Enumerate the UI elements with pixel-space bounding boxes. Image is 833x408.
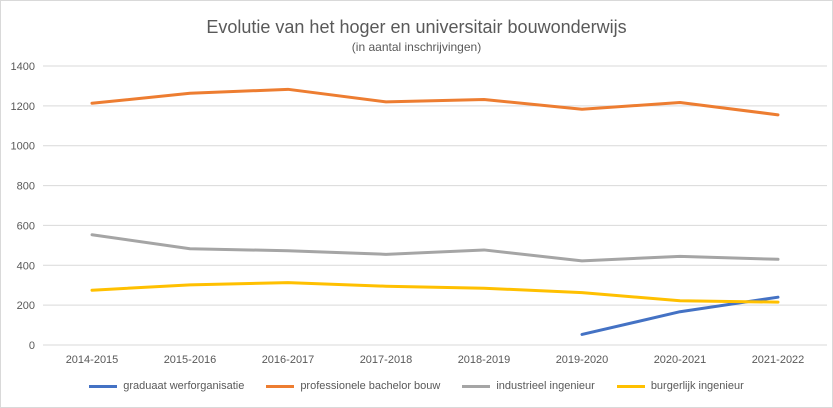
legend-item: graduaat werforganisatie	[89, 380, 244, 392]
x-tick-label: 2021-2022	[752, 354, 805, 366]
chart-title: Evolutie van het hoger en universitair b…	[206, 17, 627, 37]
x-tick-label: 2020-2021	[654, 354, 707, 366]
y-tick-label: 1400	[11, 61, 35, 73]
legend-label: professionele bachelor bouw	[300, 380, 441, 392]
legend-item: burgerlijk ingenieur	[616, 380, 744, 392]
series-line-burgerlijk-ingenieur	[90, 281, 780, 304]
y-tick-label: 800	[17, 181, 35, 193]
legend-label: graduaat werforganisatie	[123, 380, 245, 392]
x-tick-label: 2018-2019	[458, 354, 511, 366]
series-line-professionele-bachelor-bouw	[90, 87, 780, 117]
y-tick-label: 1200	[11, 101, 35, 113]
y-tick-label: 0	[29, 340, 35, 352]
legend-item: industrieel ingenieur	[462, 380, 595, 392]
legend-swatch	[462, 384, 491, 388]
chart-subtitle: (in aantal inschrijvingen)	[351, 40, 482, 54]
x-tick-label: 2014-2015	[66, 354, 119, 366]
y-tick-label: 1000	[11, 141, 35, 153]
legend-swatch	[616, 384, 645, 388]
legend-swatch	[89, 384, 118, 388]
legend-item: professionele bachelor bouw	[266, 380, 440, 392]
legend-swatch	[266, 384, 295, 388]
x-tick-label: 2017-2018	[360, 354, 413, 366]
x-tick-label: 2019-2020	[556, 354, 609, 366]
y-tick-label: 600	[17, 220, 35, 232]
y-tick-label: 400	[17, 260, 35, 272]
series-line-industrieel-ingenieur	[90, 233, 780, 263]
x-tick-label: 2016-2017	[262, 354, 315, 366]
legend: graduaat werforganisatie professionele ba…	[0, 380, 833, 392]
legend-label: burgerlijk ingenieur	[650, 380, 744, 392]
legend-label: industrieel ingenieur	[496, 380, 595, 392]
x-tick-label: 2015-2016	[164, 354, 217, 366]
y-tick-label: 200	[17, 300, 35, 312]
